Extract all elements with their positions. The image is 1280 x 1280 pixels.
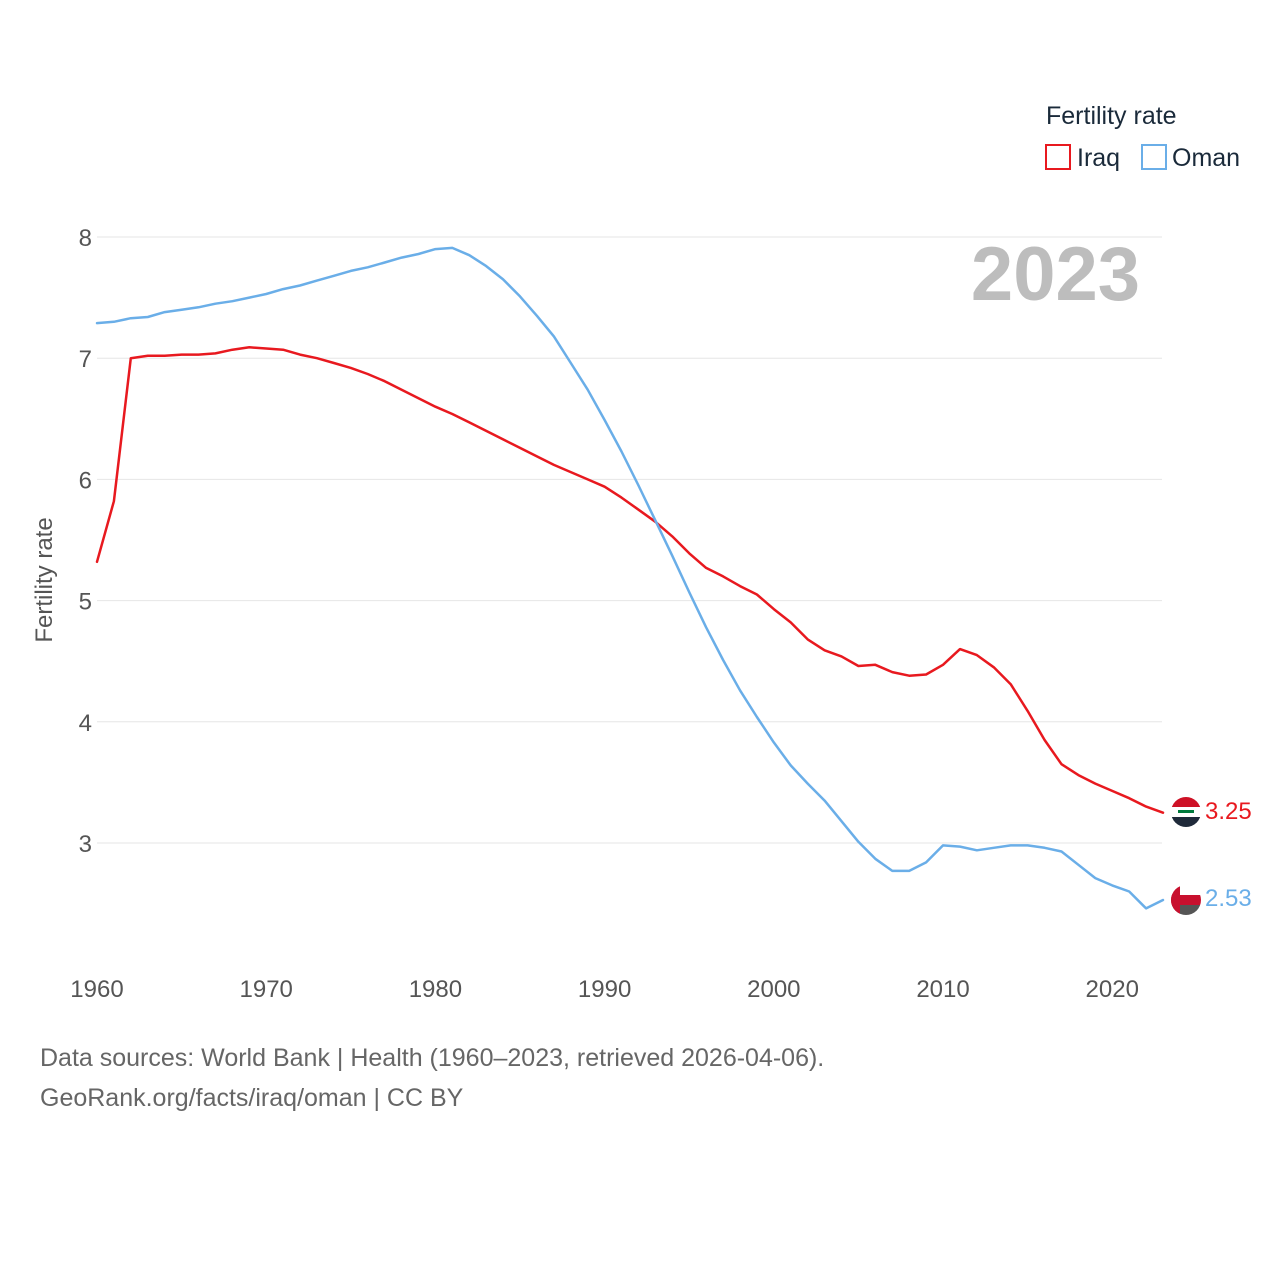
iraq-end-value: 3.25 [1205, 798, 1252, 825]
series-lines [95, 246, 1165, 910]
legend-title: Fertility rate [1046, 102, 1177, 130]
x-tick-label: 2000 [747, 976, 800, 1003]
attribution[interactable]: GeoRank.org/facts/iraq/oman | CC BY [40, 1084, 464, 1112]
legend-label-iraq[interactable]: Iraq [1077, 144, 1120, 172]
legend-label-oman[interactable]: Oman [1172, 144, 1240, 172]
y-tick-label: 4 [79, 710, 92, 737]
legend: Fertility rate Iraq Oman [1045, 102, 1240, 172]
y-axis-ticks: 3 4 5 6 7 8 [79, 225, 92, 858]
x-tick-label: 2010 [916, 976, 969, 1003]
series-line-oman[interactable] [95, 246, 1165, 910]
x-tick-label: 1990 [578, 976, 631, 1003]
oman-flag-icon [1171, 885, 1201, 915]
series-line-iraq[interactable] [95, 346, 1165, 814]
x-tick-label: 1980 [409, 976, 462, 1003]
y-tick-label: 7 [79, 346, 92, 373]
x-tick-label: 2020 [1086, 976, 1139, 1003]
y-tick-label: 8 [79, 225, 92, 252]
x-axis-ticks: 1960 1970 1980 1990 2000 2010 2020 [70, 976, 1139, 1003]
legend-swatch-oman[interactable] [1141, 144, 1167, 170]
grid-lines [97, 236, 1162, 844]
y-axis-label: Fertility rate [31, 517, 58, 642]
x-tick-label: 1970 [240, 976, 293, 1003]
source-note: Data sources: World Bank | Health (1960–… [40, 1044, 825, 1072]
legend-swatch-iraq[interactable] [1045, 144, 1071, 170]
y-tick-label: 6 [79, 467, 92, 494]
x-tick-label: 1960 [70, 976, 123, 1003]
y-tick-label: 3 [79, 831, 92, 858]
y-tick-label: 5 [79, 589, 92, 616]
oman-end-value: 2.53 [1205, 885, 1252, 912]
iraq-flag-icon [1171, 797, 1201, 827]
year-label: 2023 [971, 232, 1140, 317]
